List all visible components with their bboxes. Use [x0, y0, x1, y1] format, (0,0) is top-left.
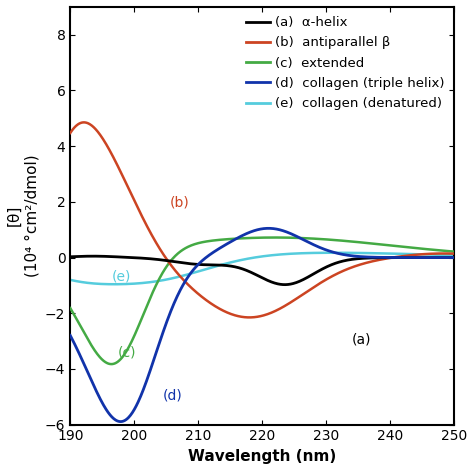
Legend: (a)  α-helix, (b)  antiparallel β, (c)  extended, (d)  collagen (triple helix), : (a) α-helix, (b) antiparallel β, (c) ext… — [244, 14, 447, 113]
Text: (d): (d) — [163, 389, 183, 403]
X-axis label: Wavelength (nm): Wavelength (nm) — [188, 449, 336, 464]
Text: (a): (a) — [352, 333, 371, 347]
Text: (c): (c) — [118, 345, 137, 359]
Text: (b): (b) — [169, 195, 189, 209]
Y-axis label: [θ]
(10⁴ °cm²/dmol): [θ] (10⁴ °cm²/dmol) — [7, 154, 39, 277]
Text: (e): (e) — [112, 269, 131, 284]
